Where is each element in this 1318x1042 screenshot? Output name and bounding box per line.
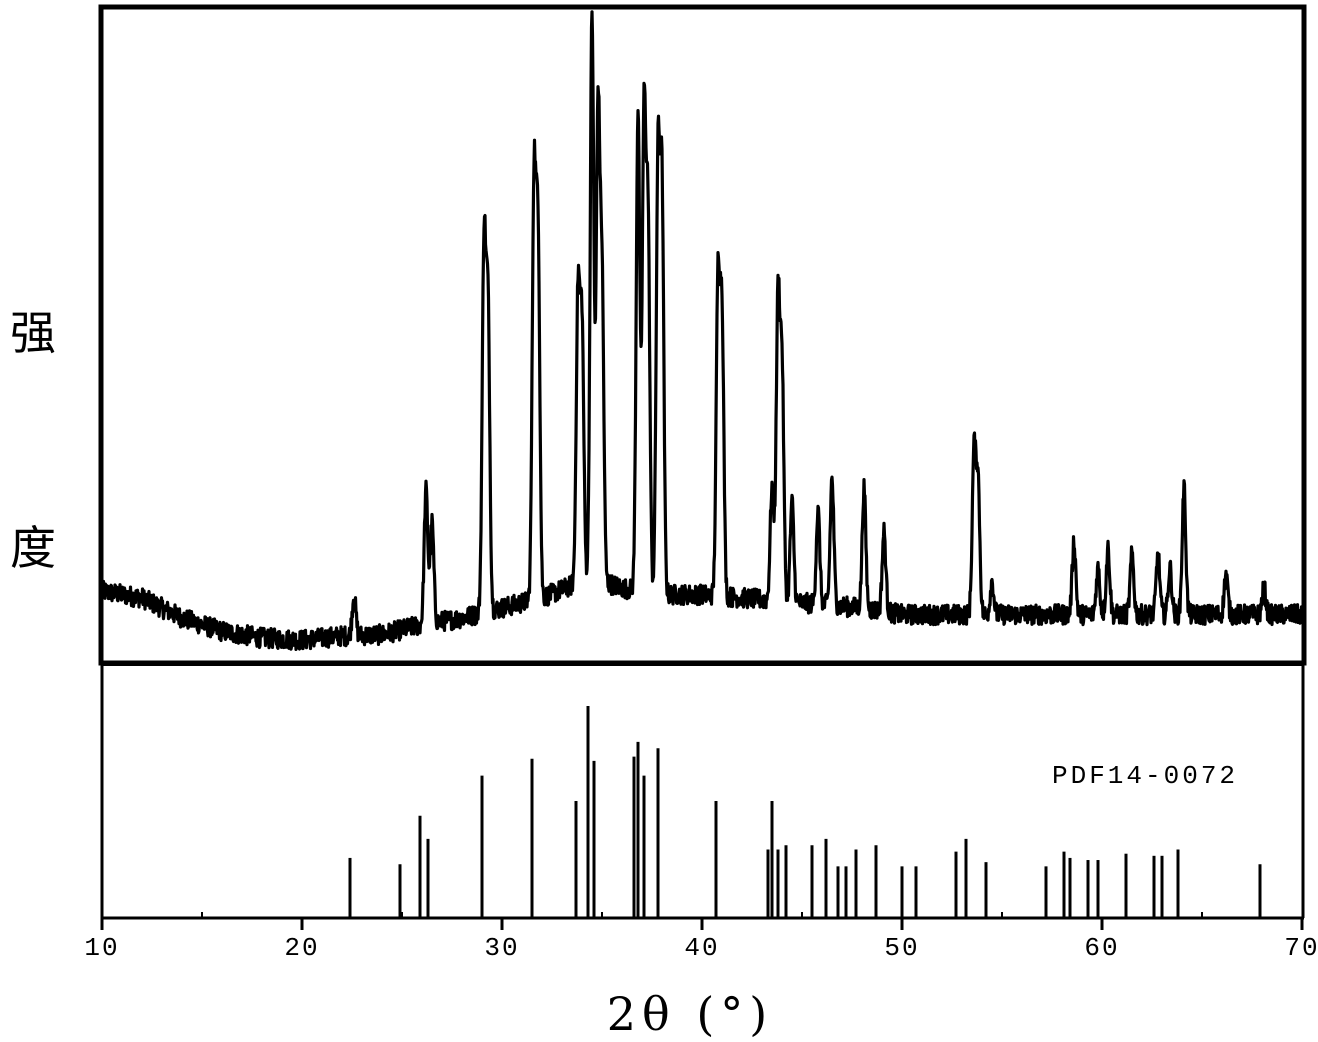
x-tick-label: 30 — [484, 933, 519, 963]
measured-pattern-line — [102, 12, 1302, 650]
x-tick-label: 40 — [684, 933, 719, 963]
x-tick-label: 10 — [84, 933, 119, 963]
x-tick-label: 50 — [884, 933, 919, 963]
x-axis-ticks: 10 20 30 40 50 60 70 — [84, 912, 1318, 963]
x-axis-label: 2θ (°) — [607, 987, 773, 1041]
x-tick-label: 70 — [1284, 933, 1318, 963]
y-axis-label-char-2: 度 — [10, 525, 56, 571]
reference-label: PDF14-0072 — [1052, 761, 1238, 791]
x-tick-label: 20 — [284, 933, 319, 963]
reference-sticks — [350, 706, 1260, 917]
y-axis-label-char-1: 强 — [10, 310, 56, 356]
measured-panel-frame — [101, 7, 1304, 663]
x-tick-label: 60 — [1084, 933, 1119, 963]
